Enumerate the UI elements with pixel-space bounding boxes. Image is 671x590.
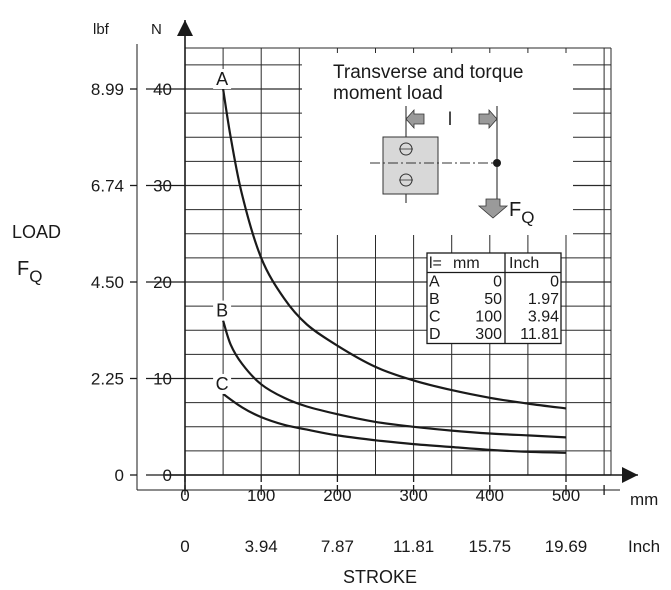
axis-labels: 00102.25204.50306.74408.99001003.942007.… bbox=[12, 21, 660, 587]
series: ABC bbox=[213, 69, 567, 454]
lever-label: l bbox=[448, 109, 452, 129]
series-line-a bbox=[222, 88, 567, 410]
y-tick-label: 10 bbox=[153, 370, 172, 389]
legend-header-mm: mm bbox=[453, 255, 480, 272]
legend-table: l= mm Inch A 0 0 B 50 1.97 C 100 3.94 D 300 11.81 bbox=[426, 252, 562, 345]
legend-row-mm: 50 bbox=[484, 291, 502, 308]
series-label-bg bbox=[213, 300, 232, 321]
y-tick-label: 0 bbox=[163, 466, 172, 485]
x-secondary-unit: Inch bbox=[628, 537, 660, 556]
x-tick-label: 500 bbox=[552, 486, 580, 505]
series-line-b bbox=[222, 320, 567, 439]
y-tick-label: 30 bbox=[153, 177, 172, 196]
y-tick-label: 20 bbox=[153, 273, 172, 292]
series-line-c bbox=[222, 393, 567, 454]
y-secondary-tick-label: 0 bbox=[115, 466, 124, 485]
x-secondary-tick-label: 0 bbox=[180, 537, 189, 556]
x-tick-label: 200 bbox=[323, 486, 351, 505]
legend-row-mm: 300 bbox=[475, 326, 502, 343]
inset-title: Transverse and torque bbox=[333, 62, 523, 83]
legend-row-inch: 11.81 bbox=[520, 326, 559, 343]
y-secondary-tick-label: 6.74 bbox=[91, 177, 124, 196]
load-point bbox=[493, 159, 501, 167]
legend-row-key: C bbox=[429, 309, 441, 326]
series-label-b: B bbox=[216, 301, 228, 321]
y-secondary-tick-label: 4.50 bbox=[91, 273, 124, 292]
x-axis-title: STROKE bbox=[343, 567, 417, 587]
x-secondary-tick-label: 7.87 bbox=[321, 537, 354, 556]
x-tick-label: 100 bbox=[247, 486, 275, 505]
legend-header-l: l= bbox=[429, 255, 442, 272]
x-secondary-tick-label: 11.81 bbox=[393, 537, 434, 556]
y-primary-unit: N bbox=[151, 21, 162, 38]
legend-row-mm: 100 bbox=[475, 309, 502, 326]
legend-header-inch: Inch bbox=[509, 255, 539, 272]
x-secondary-tick-label: 3.94 bbox=[245, 537, 278, 556]
x-tick-label: 0 bbox=[180, 486, 189, 505]
legend-row-inch: 0 bbox=[550, 274, 559, 291]
y-tick-label: 40 bbox=[153, 80, 172, 99]
y-secondary-tick-label: 8.99 bbox=[91, 80, 124, 99]
legend-row-inch: 3.94 bbox=[528, 309, 559, 326]
x-tick-label: 300 bbox=[399, 486, 427, 505]
legend-table-frame bbox=[426, 252, 562, 345]
x-secondary-tick-label: 19.69 bbox=[545, 537, 588, 556]
series-label-c: C bbox=[216, 374, 229, 394]
series-label-bg bbox=[213, 69, 232, 89]
y-axis-title: LOAD bbox=[12, 222, 61, 242]
dimension-arrow-left-icon bbox=[405, 108, 425, 130]
y-secondary-tick-label: 2.25 bbox=[91, 370, 124, 389]
y-secondary-unit: lbf bbox=[93, 21, 110, 38]
series-label-bg bbox=[213, 373, 232, 394]
force-arrow-icon bbox=[477, 198, 509, 219]
x-secondary-tick-label: 15.75 bbox=[469, 537, 512, 556]
dimension-arrow-right-icon bbox=[478, 108, 498, 130]
x-primary-unit: mm bbox=[630, 490, 658, 509]
legend-row-mm: 0 bbox=[493, 274, 502, 291]
legend-row-inch: 1.97 bbox=[528, 291, 559, 308]
series-label-a: A bbox=[216, 69, 228, 89]
legend-row-key: A bbox=[429, 274, 440, 291]
inset-subtitle: moment load bbox=[333, 83, 443, 104]
x-tick-label: 400 bbox=[476, 486, 504, 505]
axes bbox=[130, 20, 638, 495]
y-axis-symbol: FQ bbox=[17, 258, 42, 286]
legend-row-key: B bbox=[429, 291, 440, 308]
legend-row-key: D bbox=[429, 326, 441, 343]
